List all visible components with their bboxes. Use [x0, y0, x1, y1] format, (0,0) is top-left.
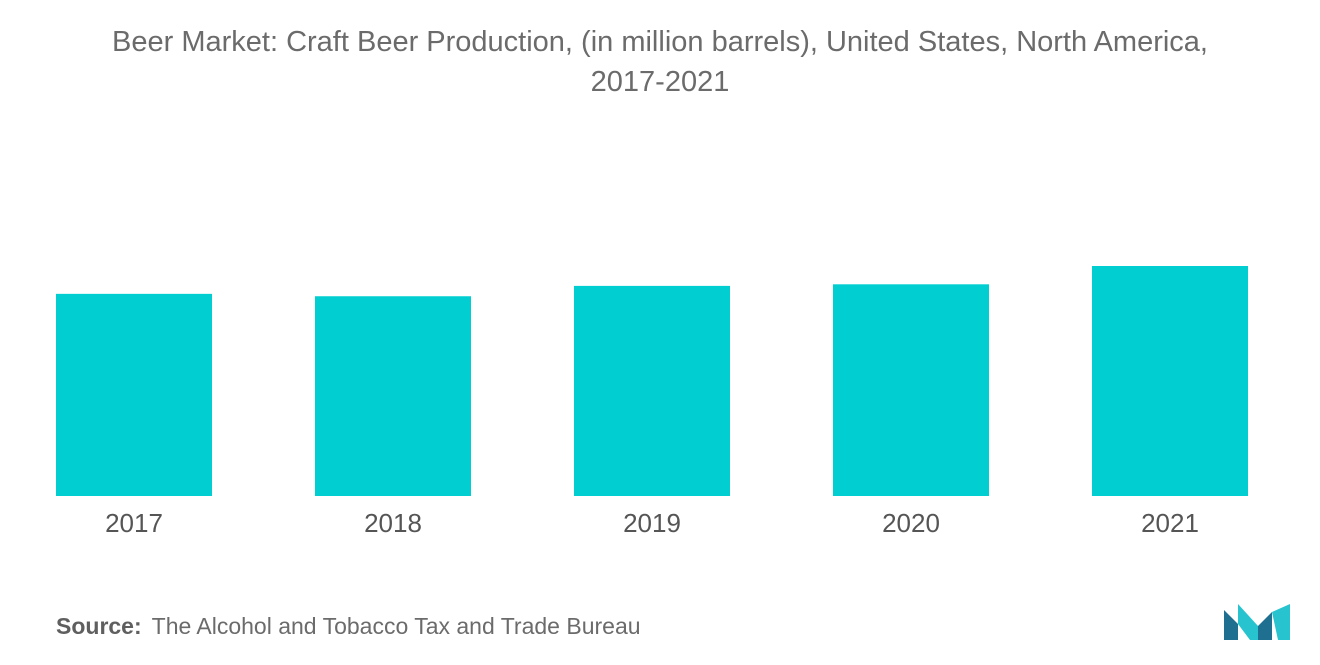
mordor-logo-icon [1224, 604, 1290, 640]
logo-shape-left [1224, 610, 1238, 640]
source-note: Source: The Alcohol and Tobacco Tax and T… [56, 613, 641, 640]
bar-2017 [56, 293, 212, 496]
bar-2018 [315, 296, 471, 496]
source-label: Source: [56, 613, 142, 639]
bars-group [56, 266, 1248, 496]
x-tick-label-2017: 2017 [105, 508, 163, 538]
logo-shape-end [1272, 604, 1290, 640]
logo-shape-right [1258, 612, 1272, 640]
chart-title: Beer Market: Craft Beer Production, (in … [0, 22, 1320, 102]
x-tick-label-2019: 2019 [623, 508, 681, 538]
bar-2020 [833, 284, 989, 496]
logo-shape-mid [1238, 604, 1258, 640]
chart-title-line-1: Beer Market: Craft Beer Production, (in … [112, 26, 1208, 58]
bar-2019 [574, 285, 730, 496]
bar-2021 [1092, 266, 1248, 496]
x-tick-label-2021: 2021 [1141, 508, 1199, 538]
x-tick-label-2020: 2020 [882, 508, 940, 538]
chart-title-line-2: 2017-2021 [590, 66, 730, 98]
x-tick-label-2018: 2018 [364, 508, 422, 538]
x-axis-labels: 2017 2018 2019 2020 2021 [105, 508, 1199, 538]
bar-chart: 2017 2018 2019 2020 2021 [56, 266, 1248, 538]
source-text: The Alcohol and Tobacco Tax and Trade Bu… [151, 613, 641, 639]
